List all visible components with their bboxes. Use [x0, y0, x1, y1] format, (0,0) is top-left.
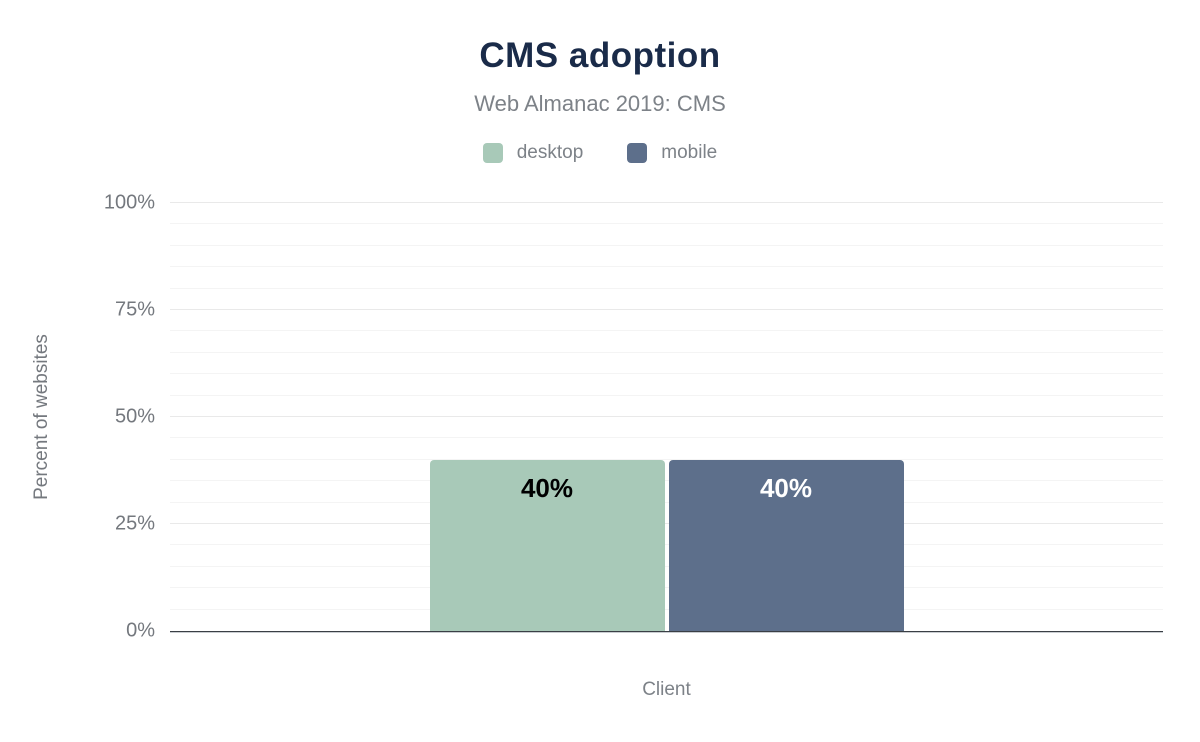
y-tick-label-25: 25%	[114, 512, 155, 535]
gridline-100	[170, 202, 1163, 203]
gridline-90	[170, 244, 1163, 246]
gridline-60	[170, 373, 1163, 375]
bar-desktop: 40%	[429, 459, 665, 631]
chart-title: CMS adoption	[479, 36, 721, 75]
bar-mobile: 40%	[668, 459, 904, 631]
gridline-10	[170, 587, 1163, 589]
gridline-95	[170, 223, 1163, 225]
gridline-65	[170, 351, 1163, 353]
y-tick-label-50: 50%	[114, 405, 155, 428]
gridline-75	[170, 309, 1163, 310]
legend-swatch-mobile	[627, 143, 648, 163]
gridline-15	[170, 565, 1163, 567]
legend-swatch-desktop	[482, 143, 503, 163]
legend-item-desktop: desktop	[482, 142, 584, 164]
legend-label-mobile: mobile	[661, 142, 718, 163]
x-axis-line	[170, 631, 1163, 633]
y-tick-label-0: 0%	[126, 619, 155, 642]
gridline-35	[170, 480, 1163, 482]
gridline-25	[170, 523, 1163, 524]
gridline-50	[170, 416, 1163, 417]
chart-legend: desktop mobile	[0, 142, 1200, 164]
chart-subtitle: Web Almanac 2019: CMS	[474, 91, 726, 116]
y-tick-label-75: 75%	[114, 298, 155, 321]
legend-item-mobile: mobile	[627, 142, 717, 164]
legend-label-desktop: desktop	[516, 142, 584, 163]
gridline-30	[170, 501, 1163, 503]
gridline-55	[170, 394, 1163, 396]
gridline-70	[170, 330, 1163, 332]
gridline-5	[170, 608, 1163, 610]
gridline-85	[170, 266, 1163, 268]
gridline-40	[170, 458, 1163, 460]
gridline-45	[170, 437, 1163, 439]
gridline-20	[170, 544, 1163, 546]
bar-group: 40% 40%	[170, 203, 1163, 631]
bar-value-label-desktop: 40%	[520, 472, 574, 503]
x-axis-label: Client	[642, 679, 691, 700]
y-tick-label-100: 100%	[103, 191, 155, 214]
gridline-80	[170, 287, 1163, 289]
bar-value-label-mobile: 40%	[759, 472, 813, 503]
plot-area: 40% 40%	[170, 202, 1163, 633]
